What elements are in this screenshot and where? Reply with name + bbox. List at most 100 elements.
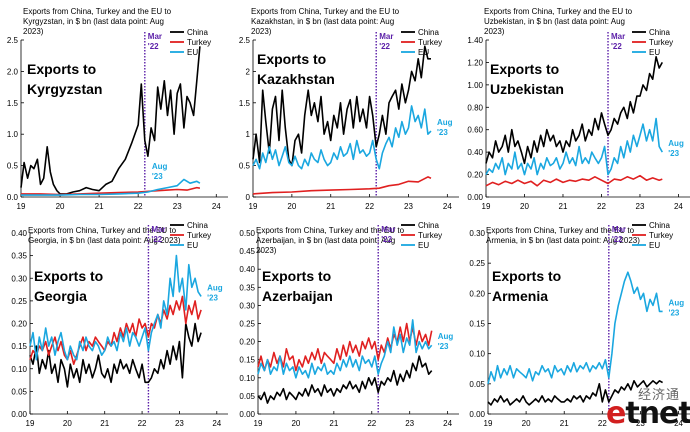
mar22-label: Mar — [611, 32, 625, 41]
legend-label-china: China — [418, 28, 439, 37]
panel-title-line: Uzbekistan, in $ bn (last data point: Au… — [484, 17, 625, 26]
legend-label-eu: EU — [187, 241, 198, 250]
aug23-label-year: '23 — [207, 293, 218, 302]
panel-6: Exports from China, Turkey and the EU to… — [469, 221, 690, 428]
y-tick-label: 0.5 — [7, 162, 19, 171]
x-tick-label: 20 — [522, 419, 531, 428]
mar22-label-year: '22 — [611, 42, 622, 51]
series-eu-line — [487, 271, 663, 384]
legend-label-china: China — [418, 221, 439, 230]
y-tick-label: 2.0 — [7, 67, 19, 76]
x-tick-label: 21 — [329, 419, 338, 428]
series-china-line — [485, 56, 663, 165]
y-tick-label: 1.40 — [467, 36, 483, 45]
series-china-line — [29, 322, 202, 388]
x-tick-label: 22 — [367, 419, 376, 428]
mar22-label-year: '22 — [379, 42, 390, 51]
y-tick-label: 0.25 — [11, 297, 27, 306]
mar22-label: Mar — [612, 225, 626, 234]
legend-label-turkey: Turkey — [418, 38, 442, 47]
y-tick-label: 0.80 — [467, 103, 483, 112]
x-tick-label: 20 — [291, 419, 300, 428]
x-tick-label: 20 — [63, 419, 72, 428]
panel-title-line: Kyrgyzstan, in $ bn (last data point: Au… — [23, 17, 164, 26]
series-china-line — [487, 380, 664, 406]
panel-title-line: Kazakhstan, in $ bn (last data point: Au… — [251, 17, 394, 26]
series-turkey-line — [485, 174, 663, 187]
y-tick-label: 0.15 — [469, 320, 485, 329]
big-panel-label: Armenia — [492, 288, 548, 304]
aug23-label-year: '23 — [152, 172, 163, 181]
series-eu-line — [252, 105, 432, 170]
legend-label-turkey: Turkey — [418, 231, 442, 240]
y-tick-label: 0.30 — [11, 274, 27, 283]
x-tick-label: 24 — [674, 202, 683, 211]
legend-label-turkey: Turkey — [649, 38, 673, 47]
series-turkey-line — [29, 295, 202, 365]
x-tick-label: 24 — [674, 419, 683, 428]
series-china-line — [252, 45, 431, 167]
big-panel-label: Exports to — [490, 61, 559, 77]
series-turkey-line — [252, 176, 432, 195]
panel-title-line: Exports from China, Turkey and the EU to — [28, 226, 177, 235]
legend-label-eu: EU — [418, 48, 429, 57]
y-tick-label: 0.05 — [11, 387, 27, 396]
mar22-label: Mar — [381, 225, 395, 234]
x-tick-label: 24 — [443, 419, 452, 428]
legend-label-eu: EU — [649, 241, 660, 250]
x-tick-label: 22 — [365, 202, 374, 211]
legend-label-turkey: Turkey — [649, 231, 673, 240]
y-tick-label: 0.25 — [469, 259, 485, 268]
y-tick-label: 0.00 — [469, 410, 485, 419]
x-tick-label: 19 — [254, 419, 263, 428]
x-tick-label: 19 — [17, 202, 26, 211]
legend-label-eu: EU — [649, 48, 660, 57]
x-tick-label: 20 — [520, 202, 529, 211]
y-tick-label: 0.15 — [239, 356, 255, 365]
x-tick-label: 23 — [636, 419, 645, 428]
x-tick-label: 21 — [560, 419, 569, 428]
y-tick-label: 1.0 — [7, 130, 19, 139]
x-tick-label: 19 — [482, 202, 491, 211]
legend-label-china: China — [187, 28, 208, 37]
aug23-label-year: '23 — [437, 128, 448, 137]
aug23-label: Aug — [207, 283, 223, 292]
x-tick-label: 21 — [559, 202, 568, 211]
y-tick-label: 1.00 — [467, 81, 483, 90]
series-china-line — [257, 355, 433, 404]
aug23-label: Aug — [152, 162, 168, 171]
mar22-label-year: '22 — [612, 235, 623, 244]
y-tick-label: 0.45 — [239, 247, 255, 256]
x-tick-label: 23 — [173, 202, 182, 211]
y-tick-label: 0.10 — [239, 374, 255, 383]
y-tick-label: 0.30 — [469, 229, 485, 238]
legend-label-china: China — [187, 221, 208, 230]
x-tick-label: 21 — [100, 419, 109, 428]
x-tick-label: 23 — [175, 419, 184, 428]
y-tick-label: 0.35 — [239, 283, 255, 292]
big-panel-label: Kyrgyzstan — [27, 81, 102, 97]
big-panel-label: Exports to — [34, 268, 103, 284]
x-tick-label: 20 — [287, 202, 296, 211]
watermark-logo-rest: tnet — [625, 396, 690, 431]
x-tick-label: 19 — [484, 419, 493, 428]
big-panel-label: Exports to — [492, 268, 561, 284]
x-tick-label: 24 — [212, 419, 221, 428]
y-tick-label: 2.5 — [7, 36, 19, 45]
x-tick-label: 21 — [95, 202, 104, 211]
panel-title-line: Azerbaijan, in $ bn (last data point: Au… — [256, 236, 395, 245]
panel-4: Exports from China, Turkey and the EU to… — [11, 221, 228, 428]
big-panel-label: Kazakhstan — [257, 71, 335, 87]
series-china-line — [20, 46, 201, 195]
x-tick-label: 22 — [598, 419, 607, 428]
x-tick-label: 19 — [26, 419, 35, 428]
panel-5: Exports from China, Turkey and the EU to… — [239, 221, 459, 428]
y-tick-label: 2 — [246, 67, 251, 76]
mar22-label-year: '22 — [148, 42, 159, 51]
big-panel-label: Exports to — [27, 61, 96, 77]
y-tick-label: 0.00 — [11, 410, 27, 419]
panel-title-line: Armenia, in $ bn (last data point: Aug 2… — [486, 236, 640, 245]
y-tick-label: 0.35 — [11, 252, 27, 261]
panel-title-line: Exports from China, Turkey and the EU to — [23, 7, 172, 16]
panel-title-line: 2023) — [484, 27, 505, 36]
